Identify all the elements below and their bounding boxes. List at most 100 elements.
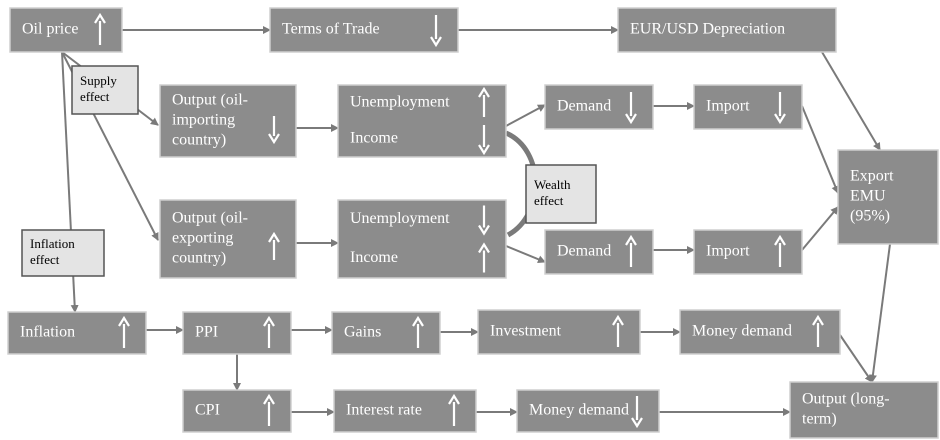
node-label: Inflation (30, 236, 75, 251)
node-label: Export (850, 168, 894, 185)
node-box (182, 311, 292, 355)
arrow-edge (821, 51, 881, 151)
node-label: exporting (172, 230, 233, 247)
direction-arrow (448, 393, 460, 426)
direction-arrow (478, 205, 490, 236)
node-label: country) (172, 132, 226, 149)
node: Investment (477, 309, 641, 355)
node-label: CPI (195, 402, 220, 419)
node-box (182, 389, 292, 433)
node-label: Unemployment (350, 94, 450, 111)
node-label: Income (350, 130, 398, 147)
direction-arrow (478, 125, 490, 156)
direction-arrow (118, 315, 130, 348)
direction-arrow (263, 393, 275, 426)
direction-arrow (478, 242, 490, 273)
node-box (617, 7, 837, 53)
node-label: country) (172, 250, 226, 267)
node-label: importing (172, 112, 235, 129)
node-label: PPI (195, 324, 218, 341)
node-box (9, 7, 123, 53)
node-box (337, 84, 507, 158)
node-label: effect (30, 252, 60, 267)
node: Unemployment Income (337, 84, 507, 158)
node-label: Gains (344, 324, 381, 341)
node-label: Output (oil- (172, 92, 248, 109)
direction-arrow (631, 396, 643, 429)
node: Import (693, 84, 803, 130)
node: Output (long-term) (789, 381, 939, 439)
node-label: Money demand (692, 323, 792, 340)
node-label: (95%) (850, 208, 890, 225)
direction-arrow (268, 231, 280, 260)
node: Gains (331, 311, 441, 355)
node-box (693, 84, 803, 130)
node-box (789, 381, 939, 439)
node-box (525, 164, 597, 224)
node-label: Import (706, 98, 750, 115)
node: PPI (182, 311, 292, 355)
node-label: Investment (490, 323, 562, 340)
node-label: Supply (80, 73, 117, 88)
node-box (159, 84, 297, 158)
node-label: Terms of Trade (282, 21, 380, 38)
node-box (477, 309, 641, 355)
node: EUR/USD Depreciation (617, 7, 837, 53)
node-label: Demand (557, 243, 611, 260)
node-box (544, 84, 654, 130)
node-label: EUR/USD Depreciation (630, 21, 785, 38)
direction-arrow (263, 315, 275, 348)
node: Demand (544, 84, 654, 130)
node: Export EMU (95%) (837, 149, 939, 245)
node-box (21, 229, 105, 277)
node-box (337, 199, 507, 279)
node-label: Import (706, 243, 750, 260)
node-label: Money demand (529, 402, 629, 419)
node: CPI (182, 389, 292, 433)
node: Output (oil-importing country) (159, 84, 297, 158)
arrow-edge (868, 243, 891, 383)
node-box (837, 149, 939, 245)
node: Demand (544, 229, 654, 275)
node: Money demand (679, 309, 841, 355)
node-box (679, 309, 841, 355)
node-label: EMU (850, 188, 886, 205)
arrow-edge (801, 206, 839, 251)
arrow-edge (505, 245, 546, 264)
direction-arrow (774, 234, 786, 267)
arrow-edge (839, 334, 873, 383)
node-label: effect (80, 89, 110, 104)
direction-arrow (412, 315, 424, 348)
node-label: Output (oil- (172, 210, 248, 227)
direction-arrow (612, 314, 624, 347)
direction-arrow (625, 234, 637, 267)
node-box (269, 7, 459, 53)
nodes: Oil price Terms of Trade EUR/USD Depreciat… (7, 7, 939, 439)
node: Terms of Trade (269, 7, 459, 53)
direction-arrow (625, 92, 637, 125)
node-box (693, 229, 803, 275)
arrow-edge (801, 105, 840, 194)
node: Import (693, 229, 803, 275)
node: Money demand (516, 389, 660, 433)
direction-arrow (478, 86, 490, 117)
node: Inflation (7, 311, 147, 355)
node-box (159, 199, 297, 279)
node-label: Interest rate (346, 402, 422, 419)
node-label: term) (802, 411, 837, 428)
node-box (516, 389, 660, 433)
node-label: Oil price (22, 21, 78, 38)
direction-arrow (268, 116, 280, 145)
node-label: Output (long- (802, 391, 890, 408)
node: Interest rate (333, 389, 477, 433)
node: Oil price (9, 7, 123, 53)
arrow-edge (505, 104, 546, 127)
direction-arrow (94, 12, 106, 45)
node: Output (oil-exporting country) (159, 199, 297, 279)
node-label: Demand (557, 98, 611, 115)
direction-arrow (774, 92, 786, 125)
node-box (331, 311, 441, 355)
node-label: Unemployment (350, 210, 450, 227)
